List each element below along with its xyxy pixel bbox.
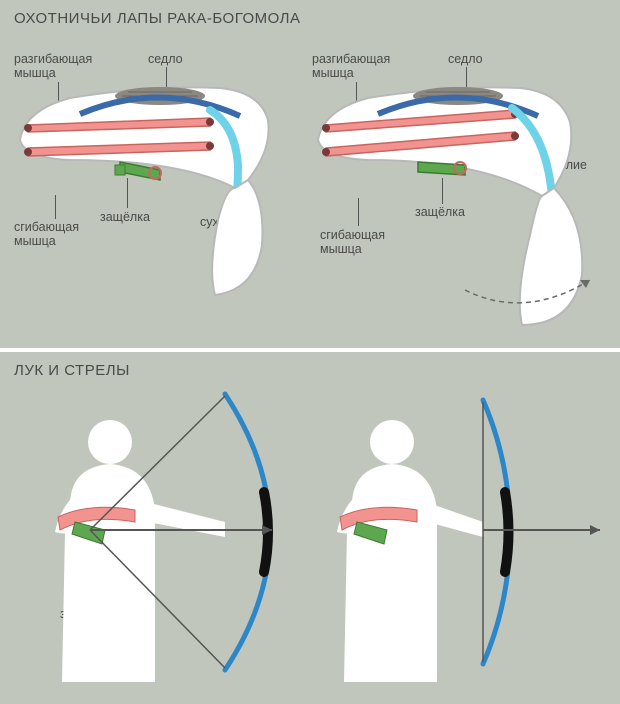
mantis-panel: ОХОТНИЧЬИ ЛАПЫ РАКА-БОГОМОЛА разгибающая… (0, 0, 620, 352)
archer-drawn (20, 382, 290, 702)
archer-panel: ЛУК И СТРЕЛЫ защёлка защёлка (0, 352, 620, 704)
mantis-title: ОХОТНИЧЬИ ЛАПЫ РАКА-БОГОМОЛА (14, 10, 301, 27)
label-saddle-l: седло (148, 52, 183, 66)
mantis-limb-right (310, 70, 610, 360)
archer-title: ЛУК И СТРЕЛЫ (14, 362, 130, 379)
mantis-limb-left (10, 70, 300, 330)
archer-released (308, 382, 608, 702)
label-saddle-r: седло (448, 52, 483, 66)
